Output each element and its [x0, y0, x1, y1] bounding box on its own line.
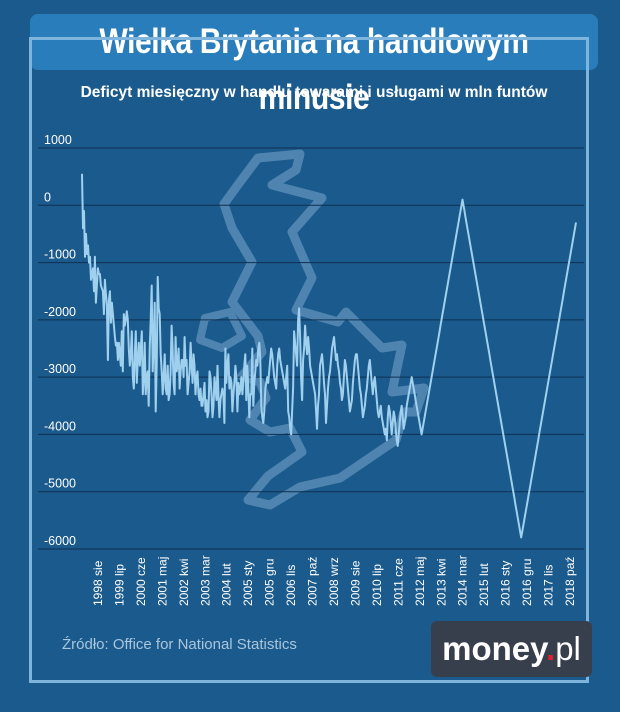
x-tick-label: 2008 wrz	[327, 557, 341, 606]
gridlines	[38, 147, 584, 550]
source-note: Źródło: Office for National Statistics	[62, 636, 297, 653]
x-tick-label: 2000 cze	[134, 557, 148, 606]
x-tick-label: 2015 lut	[477, 563, 491, 606]
x-tick-label: 2014 mar	[456, 555, 470, 606]
logo-text: money.pl	[431, 621, 592, 677]
y-tick-label: -6000	[44, 534, 76, 548]
x-tick-label: 2007 paź	[306, 557, 320, 606]
x-axis-tick-labels: 1998 sie 1999 lip 2000 cze 2001 maj 2002 kwi…	[91, 555, 577, 606]
money-pl-logo: money.pl	[431, 621, 592, 677]
x-tick-label: 1999 lip	[112, 564, 126, 606]
x-tick-label: 2013 kwi	[434, 559, 448, 606]
uk-map-outline	[196, 149, 429, 510]
y-tick-label: -2000	[44, 305, 76, 319]
series-line	[81, 173, 577, 539]
x-tick-label: 2010 lip	[370, 564, 384, 606]
x-tick-label: 2017 lis	[542, 565, 556, 606]
x-tick-label: 2003 mar	[198, 555, 212, 606]
chart-frame	[29, 37, 589, 683]
x-tick-label: 2004 lut	[220, 563, 234, 606]
chart-subtitle: Deficyt miesięczny w handlu towarami i u…	[80, 84, 548, 101]
x-tick-label: 2001 maj	[155, 557, 169, 606]
x-tick-label: 2002 kwi	[177, 559, 191, 606]
y-tick-label: -1000	[44, 248, 76, 262]
logo-main: money	[442, 630, 547, 667]
y-axis-tick-labels: 1000 0 -1000 -2000 -3000 -4000 -5000 -6000	[44, 133, 76, 548]
x-tick-label: 2006 lis	[284, 565, 298, 606]
x-tick-label: 2016 sty	[499, 561, 513, 606]
x-tick-label: 2016 gru	[520, 559, 534, 606]
y-tick-label: -5000	[44, 477, 76, 491]
logo-dot: .	[546, 630, 556, 667]
x-tick-label: 2018 paź	[563, 557, 577, 606]
x-tick-label: 2005 gru	[263, 559, 277, 606]
y-tick-label: 0	[44, 190, 51, 204]
x-tick-label: 1998 sie	[91, 560, 105, 606]
x-tick-label: 2009 sie	[348, 560, 362, 606]
logo-tld: pl	[555, 630, 581, 667]
title-banner: Wielka Brytania na handlowym minusie	[30, 14, 598, 117]
x-tick-label: 2012 maj	[413, 557, 427, 606]
y-tick-label: -4000	[44, 419, 76, 433]
y-tick-label: -3000	[44, 362, 76, 376]
y-tick-label: 1000	[44, 133, 72, 147]
x-tick-label: 2005 sty	[241, 561, 255, 606]
data-series	[81, 173, 577, 539]
x-tick-label: 2011 cze	[391, 558, 405, 606]
page-title: Wielka Brytania na handlowym minusie	[99, 22, 529, 117]
